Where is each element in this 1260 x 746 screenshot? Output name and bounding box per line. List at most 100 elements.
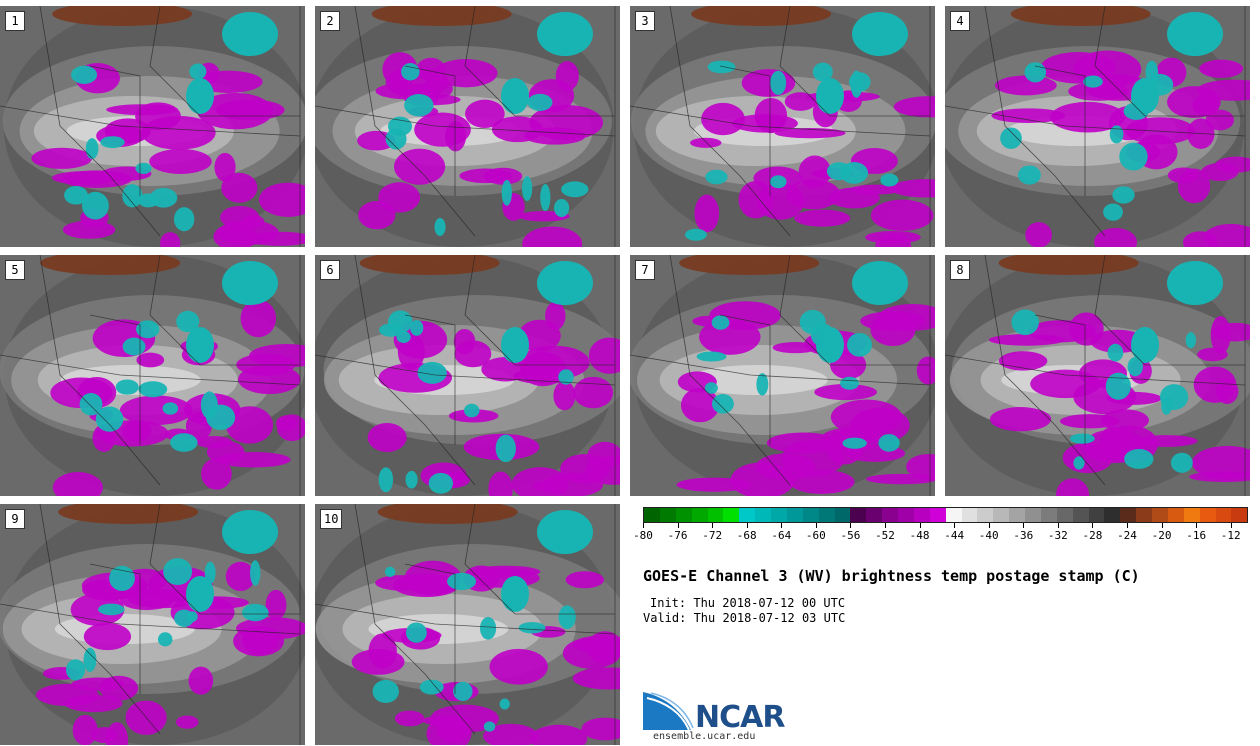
colorbar-cell <box>850 508 867 522</box>
member-label: 1 <box>5 11 25 31</box>
colorbar-cell <box>1120 508 1137 522</box>
wv-map <box>315 255 620 496</box>
figure-title: GOES-E Channel 3 (WV) brightness temp po… <box>643 567 1140 585</box>
ncar-logo-icon <box>643 692 694 730</box>
logo-wordmark: NCAR <box>695 700 785 735</box>
colorbar-cell <box>882 508 898 522</box>
stamp-panel-3: 3 <box>630 6 935 247</box>
colorbar-tick-label: -44 <box>944 529 965 542</box>
stamp-panel-5: 5 <box>0 255 305 496</box>
member-label: 4 <box>950 11 970 31</box>
colorbar-tick <box>988 523 990 528</box>
colorbar-cell <box>834 508 851 522</box>
colorbar-tick <box>677 523 679 528</box>
colorbar-cell <box>1009 508 1025 522</box>
colorbar-cell <box>723 508 740 522</box>
colorbar-tick <box>850 523 852 528</box>
colorbar-cell <box>1183 508 1200 522</box>
colorbar-tick-label: -28 <box>1082 529 1103 542</box>
member-label: 5 <box>5 260 25 280</box>
member-label: 10 <box>320 509 343 529</box>
colorbar-cell <box>691 508 708 522</box>
wv-map <box>0 6 305 247</box>
colorbar-tick-label: -64 <box>771 529 792 542</box>
member-label: 8 <box>950 260 970 280</box>
colorbar-cell <box>755 508 771 522</box>
wv-map <box>315 504 620 745</box>
colorbar-tick-label: -68 <box>736 529 757 542</box>
colorbar-tick <box>712 523 714 528</box>
colorbar-tick <box>919 523 921 528</box>
valid-time: Valid: Thu 2018-07-12 03 UTC <box>643 611 846 625</box>
stamp-panel-1: 1 <box>0 6 305 247</box>
colorbar-tick-label: -56 <box>840 529 861 542</box>
colorbar-cell <box>1056 508 1073 522</box>
colorbar-cell <box>1215 508 1232 522</box>
colorbar-tick <box>954 523 956 528</box>
colorbar-tick <box>815 523 817 528</box>
stamp-panel-8: 8 <box>945 255 1250 496</box>
wv-map <box>0 255 305 496</box>
stamp-panel-10: 10 <box>315 504 620 745</box>
member-label: 3 <box>635 11 655 31</box>
stamp-panel-4: 4 <box>945 6 1250 247</box>
colorbar-cell <box>1104 508 1121 522</box>
colorbar-tick <box>1161 523 1163 528</box>
colorbar-cell <box>1231 508 1248 522</box>
colorbar-cell <box>1088 508 1105 522</box>
colorbar-cell <box>786 508 803 522</box>
colorbar-cell <box>1136 508 1152 522</box>
member-label: 6 <box>320 260 340 280</box>
colorbar-cell <box>1072 508 1089 522</box>
colorbar-cell <box>1025 508 1041 522</box>
colorbar-cell <box>977 508 994 522</box>
colorbar-cell <box>1040 508 1057 522</box>
member-label: 2 <box>320 11 340 31</box>
init-time: Init: Thu 2018-07-12 00 UTC <box>650 596 846 610</box>
colorbar-cell <box>707 508 724 522</box>
colorbar-cell <box>1199 508 1216 522</box>
colorbar-cell <box>1167 508 1184 522</box>
member-label: 7 <box>635 260 655 280</box>
colorbar-cell <box>644 508 660 522</box>
colorbar-tick <box>1230 523 1232 528</box>
colorbar-cell <box>898 508 914 522</box>
colorbar-tick <box>885 523 886 528</box>
colorbar-tick <box>781 523 783 528</box>
colorbar-ticks: -80 -76 -72 -68 -64 -60 -56 -52 -48 -44 -40 -36 -32 -… <box>633 523 1248 547</box>
colorbar-tick-label: -20 <box>1151 529 1172 542</box>
wv-map <box>0 504 305 745</box>
colorbar-tick <box>746 523 748 528</box>
colorbar-tick <box>1092 523 1094 528</box>
wv-map <box>945 255 1250 496</box>
colorbar-tick-label: -80 <box>633 529 653 542</box>
colorbar-tick <box>1196 523 1198 528</box>
colorbar-cell <box>913 508 930 522</box>
wv-map <box>630 6 935 247</box>
colorbar-tick-label: -60 <box>805 529 826 542</box>
colorbar-cell <box>993 508 1010 522</box>
colorbar <box>643 507 1248 523</box>
colorbar-cell <box>818 508 835 522</box>
colorbar-tick-label: -16 <box>1186 529 1207 542</box>
colorbar-tick-label: -12 <box>1220 529 1241 542</box>
colorbar-cell <box>802 508 819 522</box>
colorbar-tick-label: -48 <box>909 529 930 542</box>
colorbar-tick-label: -76 <box>667 529 688 542</box>
colorbar-cell <box>945 508 962 522</box>
colorbar-cell <box>866 508 883 522</box>
colorbar-cell <box>771 508 787 522</box>
colorbar-cell <box>1152 508 1168 522</box>
stamp-panel-9: 9 <box>0 504 305 745</box>
colorbar-cell <box>659 508 676 522</box>
wv-map <box>630 255 935 496</box>
stamp-panel-6: 6 <box>315 255 620 496</box>
colorbar-tick-label: -36 <box>1013 529 1034 542</box>
stamp-panel-7: 7 <box>630 255 935 496</box>
member-label: 9 <box>5 509 25 529</box>
colorbar-tick <box>1023 523 1025 528</box>
logo-url: ensemble.ucar.edu <box>653 731 756 742</box>
colorbar-tick-label: -40 <box>978 529 999 542</box>
colorbar-tick-label: -32 <box>1047 529 1068 542</box>
colorbar-tick-label: -72 <box>702 529 723 542</box>
